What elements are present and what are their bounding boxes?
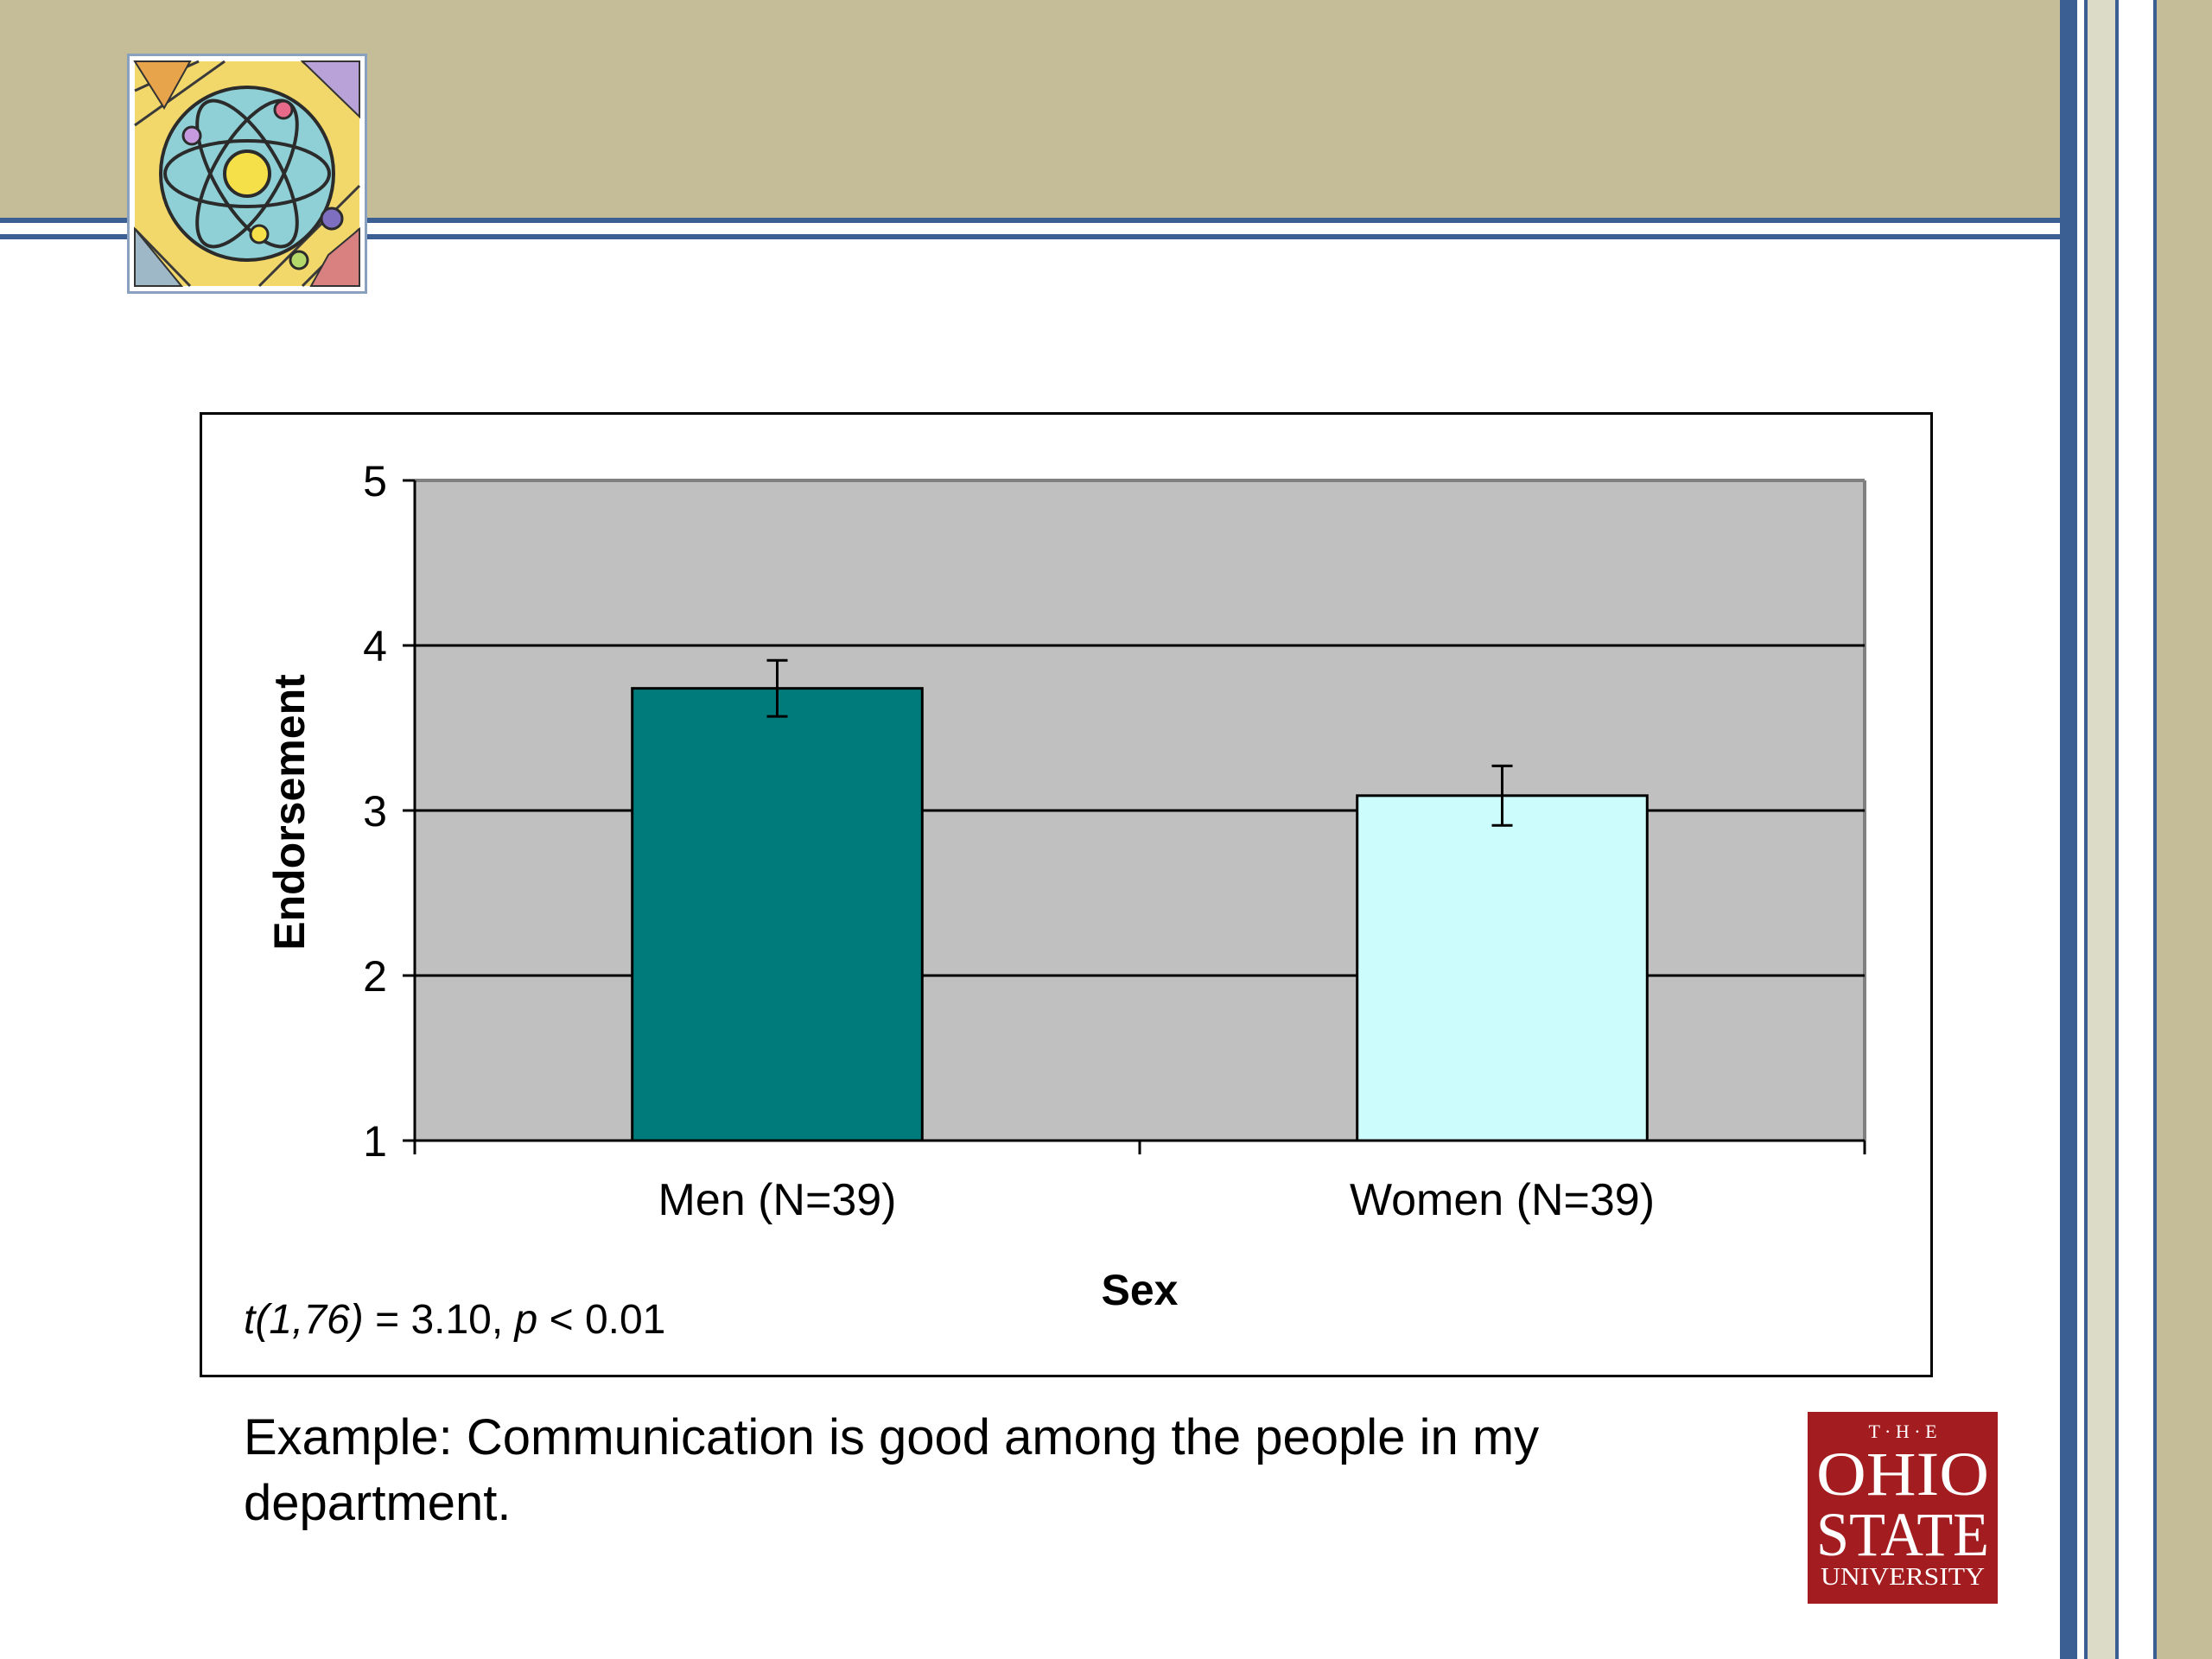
osu-wordmark: T · H · E OHIO STATE UNIVERSITY xyxy=(1816,1421,1989,1591)
header-rule-top xyxy=(0,218,2212,223)
osu-state: STATE xyxy=(1816,1500,1989,1569)
x-tick-label: Women (N=39) xyxy=(1350,1175,1655,1225)
bar xyxy=(631,687,924,1142)
header-rule-gap xyxy=(0,223,2212,234)
bar xyxy=(1356,794,1649,1142)
atom-icon xyxy=(133,60,361,288)
osu-university: UNIVERSITY xyxy=(1821,1564,1985,1591)
osu-ohio: OHIO xyxy=(1816,1440,1989,1509)
science-clipart-logo xyxy=(127,54,367,294)
right-bar-dark xyxy=(2060,0,2077,1659)
y-axis-label: Endorsement xyxy=(265,674,314,950)
y-tick-label: 1 xyxy=(363,1117,387,1166)
example-caption: Example: Communication is good among the… xyxy=(244,1409,1540,1531)
x-axis-label: Sex xyxy=(1102,1266,1179,1314)
y-tick-label: 2 xyxy=(363,952,387,1001)
osu-the: T · H · E xyxy=(1868,1421,1936,1442)
right-bar-stripe xyxy=(2084,0,2119,1659)
right-bar-gap xyxy=(2077,0,2084,1659)
p-symbol: p xyxy=(514,1297,538,1343)
y-tick-label: 5 xyxy=(363,457,387,505)
x-tick-label: Men (N=39) xyxy=(658,1175,897,1225)
y-tick-label: 4 xyxy=(363,622,387,671)
right-bar-white xyxy=(2119,0,2153,1659)
p-value: < 0.01 xyxy=(537,1297,666,1343)
right-bar-tan xyxy=(2153,0,2212,1659)
header-rule-bottom xyxy=(0,234,2212,239)
t-statistic-symbol: t(1,76) xyxy=(244,1297,364,1343)
t-statistic-value: = 3.10, xyxy=(363,1297,515,1343)
y-tick-label: 3 xyxy=(363,787,387,836)
t-test-annotation: t(1,76) = 3.10, p < 0.01 xyxy=(244,1296,665,1344)
ohio-state-logo: T · H · E OHIO STATE UNIVERSITY xyxy=(1808,1412,1998,1604)
